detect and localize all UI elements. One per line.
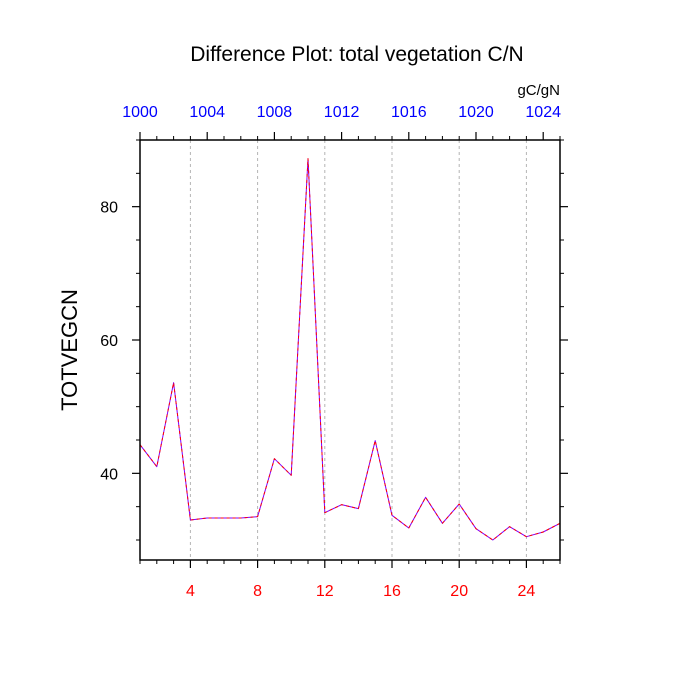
top-tick-label: 1012 <box>324 104 360 121</box>
bottom-tick-label: 12 <box>316 583 334 600</box>
grid <box>189 140 527 560</box>
left-tick-label: 40 <box>100 466 118 483</box>
y-axis-label: TOTVEGCN <box>57 289 82 411</box>
data-series <box>139 158 561 541</box>
top-tick-label: 1024 <box>525 104 561 121</box>
chart-title: Difference Plot: total vegetation C/N <box>190 43 523 66</box>
left-tick-labels: 40 60 80 <box>100 200 118 484</box>
bottom-tick-label: 24 <box>518 583 536 600</box>
bottom-tick-labels: 4 8 12 16 20 24 <box>186 583 535 600</box>
bottom-tick-label: 8 <box>253 583 262 600</box>
series-line-dashed-overlay <box>139 158 561 541</box>
top-tick-label: 1000 <box>122 104 158 121</box>
top-tick-labels: 1000 1004 1008 1012 1016 1020 1024 <box>122 104 561 121</box>
series-line <box>139 158 561 541</box>
bottom-tick-label: 4 <box>186 583 195 600</box>
bottom-tick-label: 20 <box>450 583 468 600</box>
units-label: gC/gN <box>517 82 560 99</box>
left-tick-label: 60 <box>100 333 118 350</box>
top-tick-label: 1020 <box>458 104 494 121</box>
top-tick-label: 1008 <box>257 104 293 121</box>
top-tick-label: 1004 <box>189 104 225 121</box>
left-tick-label: 80 <box>100 200 118 217</box>
axis-ticks <box>132 132 568 568</box>
top-tick-label: 1016 <box>391 104 427 121</box>
bottom-tick-label: 16 <box>383 583 401 600</box>
plot-frame <box>139 139 561 561</box>
